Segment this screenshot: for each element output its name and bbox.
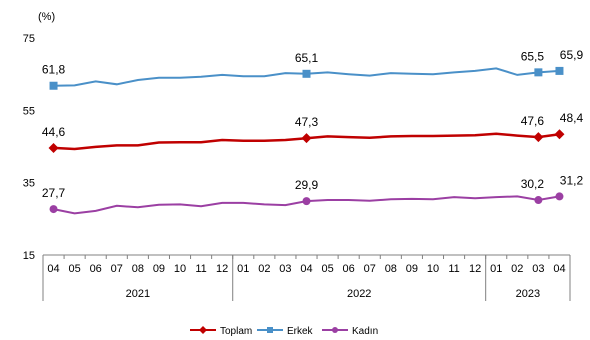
data-label: 31,2 <box>560 173 584 187</box>
series-layer <box>48 66 565 215</box>
legend-marker <box>332 327 338 333</box>
x-tick-label: 04 <box>553 263 565 275</box>
x-tick-label: 12 <box>216 263 228 275</box>
x-tick-label: 11 <box>448 263 459 275</box>
data-label: 61,8 <box>42 63 66 77</box>
data-label: 47,3 <box>295 115 319 129</box>
data-label: 29,9 <box>295 178 319 192</box>
data-label: 65,9 <box>560 48 584 62</box>
axes: 15 35 55 75 04 05 06 07 08 09 10 11 12 01 02 03 04 05 06 07… <box>23 33 571 301</box>
x-tick-label: 04 <box>300 263 312 275</box>
y-axis-unit-label: (%) <box>38 11 55 23</box>
y-tick-label: 35 <box>23 178 35 190</box>
data-label: 47,6 <box>521 114 545 128</box>
data-point-marker <box>49 205 58 214</box>
data-point-marker <box>554 129 565 140</box>
x-tick-label: 10 <box>427 263 439 275</box>
x-tick-label: 11 <box>195 263 206 275</box>
data-point-marker <box>534 196 543 205</box>
data-label: 27,7 <box>42 186 66 200</box>
y-tick-label: 15 <box>23 250 35 262</box>
data-point-marker <box>301 133 312 144</box>
data-point-marker <box>555 66 564 75</box>
year-label: 2022 <box>347 288 371 300</box>
x-tick-label: 07 <box>111 263 123 275</box>
data-label: 44,6 <box>42 125 66 139</box>
data-point-marker <box>302 69 311 78</box>
x-tick-label: 10 <box>174 263 186 275</box>
x-tick-label: 06 <box>90 263 102 275</box>
x-tick-label: 07 <box>364 263 376 275</box>
data-point-marker <box>49 81 58 90</box>
legend-label: Erkek <box>287 326 314 337</box>
x-tick-label: 05 <box>321 263 333 275</box>
x-tick-label: 02 <box>511 263 523 275</box>
x-tick-label: 01 <box>490 263 502 275</box>
y-tick-label: 75 <box>23 33 35 45</box>
data-point-marker <box>48 142 59 153</box>
legend-label: Toplam <box>220 326 252 337</box>
data-label: 65,5 <box>521 49 545 63</box>
data-label: 65,1 <box>295 51 319 65</box>
x-tick-label: 04 <box>47 263 59 275</box>
year-label: 2023 <box>516 288 540 300</box>
x-tick-label: 03 <box>532 263 544 275</box>
x-tick-label: 05 <box>68 263 80 275</box>
data-label: 30,2 <box>521 177 545 191</box>
x-tick-label: 08 <box>132 263 144 275</box>
y-tick-label: 55 <box>23 105 35 117</box>
x-tick-label: 06 <box>343 263 355 275</box>
x-tick-label: 12 <box>469 263 481 275</box>
legend-marker <box>267 327 273 333</box>
legend-label: Kadın <box>352 326 378 337</box>
x-tick-label: 09 <box>406 263 418 275</box>
data-point-marker <box>302 197 311 206</box>
x-tick-label: 01 <box>237 263 249 275</box>
data-point-marker <box>533 132 544 143</box>
legend-marker <box>199 326 207 334</box>
data-point-marker <box>555 192 564 201</box>
x-tick-label: 09 <box>153 263 165 275</box>
x-tick-label: 02 <box>258 263 270 275</box>
x-tick-label: 08 <box>385 263 397 275</box>
data-point-marker <box>534 68 543 77</box>
data-labels: 44,6 47,3 47,6 48,4 61,8 65,1 65,5 65,9 27,7 29,9… <box>42 48 584 200</box>
year-label: 2021 <box>126 288 150 300</box>
data-label: 48,4 <box>560 111 584 125</box>
legend: Toplam Erkek Kadın <box>190 326 378 337</box>
x-tick-label: 03 <box>279 263 291 275</box>
